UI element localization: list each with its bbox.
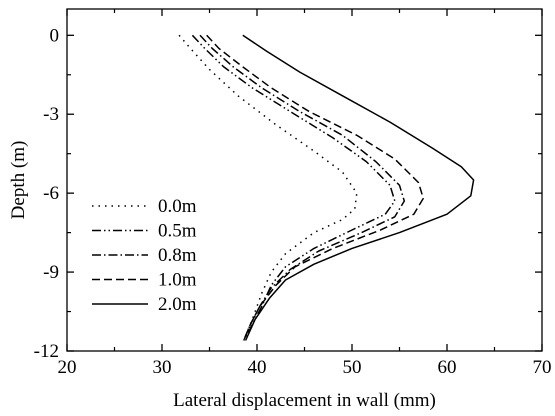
y-tick-label: -3 [43,104,59,125]
legend-label: 1.0m [158,270,197,291]
x-tick-label: 70 [533,357,552,378]
x-tick-label: 40 [248,357,267,378]
plot-frame [66,8,543,352]
x-tick-label: 20 [58,357,77,378]
series-line-0.0m [178,34,358,341]
y-tick-label: -6 [43,183,59,204]
legend-label: 0.5m [158,221,197,242]
y-tick-label: 0 [50,25,60,46]
series-line-2.0m [242,34,475,341]
legend: 0.0m 0.5m 0.8m 1.0m 2.0m [92,196,197,315]
series-line-0.8m [199,34,406,341]
y-tick-label: -12 [34,341,59,362]
x-tick-label: 60 [438,357,457,378]
series-layer [178,34,475,341]
axes: 20 30 40 50 60 70 0 -3 -6 -9 -12 [34,8,552,378]
legend-label: 0.8m [158,245,197,266]
series-line-1.0m [206,34,425,341]
x-tick-label: 50 [343,357,362,378]
x-tick-label: 30 [153,357,172,378]
y-tick-label: -9 [43,262,59,283]
legend-label: 0.0m [158,196,197,217]
x-axis-title: Lateral displacement in wall (mm) [173,390,436,411]
legend-label: 2.0m [158,294,197,315]
y-axis-title: Depth (m) [8,141,29,220]
series-line-0.5m [191,34,396,341]
